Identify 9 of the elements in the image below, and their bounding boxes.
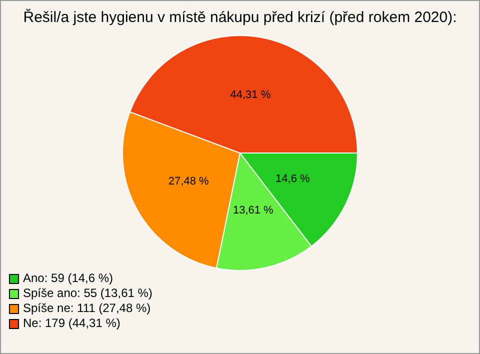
chart-title: Řešil/a jste hygienu v místě nákupu před krizí (před rokem 2020): (23, 8, 457, 26)
legend-label: Ne: 179 (44,31 %) (23, 316, 120, 331)
legend-label: Ano: 59 (14,6 %) (23, 271, 114, 286)
data-label: 14,6 % (276, 173, 310, 186)
data-label: 13,61 % (232, 204, 274, 216)
data-label: 44,31 % (230, 89, 271, 102)
legend-label: Spíše ne: 111 (27,48 %) (23, 301, 151, 316)
legend-label: Spíše ano: 55 (13,61 %) (23, 286, 152, 301)
data-label: 27,48 % (168, 175, 209, 188)
